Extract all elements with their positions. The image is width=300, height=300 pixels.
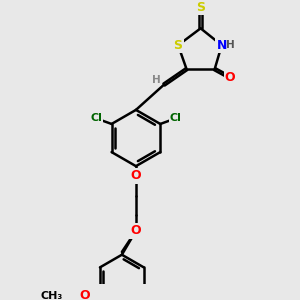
Text: H: H: [152, 75, 161, 85]
Text: S: S: [196, 1, 205, 14]
Text: O: O: [130, 169, 141, 182]
Text: Cl: Cl: [170, 113, 182, 123]
Text: Cl: Cl: [90, 113, 102, 123]
Text: O: O: [225, 71, 236, 84]
Text: O: O: [130, 224, 141, 237]
Text: S: S: [174, 39, 183, 52]
Text: CH₃: CH₃: [40, 290, 63, 300]
Text: O: O: [79, 289, 90, 300]
Text: N: N: [217, 39, 227, 52]
Text: H: H: [226, 40, 235, 50]
